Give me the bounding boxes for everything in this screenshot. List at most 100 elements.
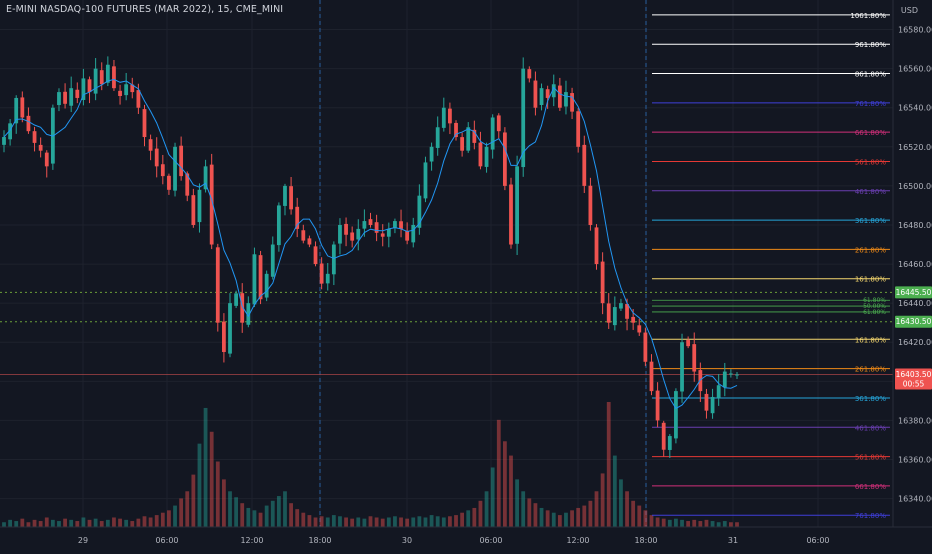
candle-body: [539, 88, 544, 105]
volume-bar: [631, 500, 636, 527]
volume-bar: [393, 516, 397, 527]
candle-body: [417, 195, 422, 228]
candle-body: [118, 90, 122, 96]
volume-bar: [142, 516, 147, 527]
grid-lines: [0, 0, 893, 527]
candle-body: [454, 122, 458, 138]
volume-bar: [625, 491, 629, 527]
candle-body: [429, 146, 434, 162]
time-tick-label: 06:00: [806, 536, 829, 545]
candle-body: [521, 68, 526, 168]
volume-bar: [154, 515, 159, 527]
candle-body: [655, 390, 660, 421]
time-tick-label: 31: [728, 536, 738, 545]
volume-bar: [258, 512, 263, 527]
price-tick-label: 16500.00: [898, 182, 932, 191]
candle-body: [533, 80, 538, 108]
volume-bar: [417, 516, 422, 527]
candle-body: [338, 224, 342, 244]
candle-body: [112, 66, 116, 89]
fib-level-label: 461.80%: [855, 424, 886, 432]
candle-body: [368, 219, 373, 225]
candle-body: [496, 115, 501, 132]
volume-bar: [448, 516, 452, 527]
candle-body: [75, 89, 80, 98]
volume-bar: [551, 512, 556, 527]
fib-level-label: 161.80%: [855, 276, 886, 284]
candle-body: [325, 273, 330, 284]
candle-body: [283, 185, 287, 206]
volume-bar: [234, 497, 239, 527]
volume-bar: [338, 516, 342, 527]
price-tag-label: 16445.50: [896, 288, 932, 297]
volume-bar: [661, 518, 666, 527]
fib-level-label: 1061.80%: [850, 12, 886, 20]
price-tag-label: 16430.50: [896, 317, 932, 326]
candle-body: [179, 145, 184, 177]
candle-body: [63, 91, 67, 104]
volume-bar: [14, 521, 19, 527]
time-tick-label: 06:00: [479, 536, 502, 545]
candle-body: [704, 393, 709, 411]
volume-bar: [203, 407, 208, 527]
volume-bar: [313, 517, 318, 527]
candle-body: [99, 70, 104, 85]
time-axis[interactable]: 29 06:00 12:00 18:00 30 06:00 12:00 18:00 31 06:0…: [0, 526, 932, 550]
candle-body: [710, 396, 715, 414]
candle-body: [661, 422, 666, 450]
volume-bar: [435, 516, 440, 527]
volume-bar: [411, 517, 416, 527]
price-tag-box: [895, 315, 932, 328]
volume-bar: [112, 517, 116, 527]
volume-bar: [582, 505, 587, 527]
price-axis[interactable]: USD 16580.00 16560.00 16540.00 16520.00 16500…: [892, 0, 932, 550]
moving-average-path: [3, 78, 738, 410]
volume-bar: [472, 507, 477, 527]
price-tick-label: 16340.00: [898, 495, 932, 504]
volume-bar: [93, 518, 98, 527]
volume-bar: [686, 521, 691, 527]
candle-body: [362, 221, 367, 229]
candle-body: [588, 185, 593, 225]
volume-bar: [496, 419, 501, 527]
volume-bar: [301, 512, 306, 527]
volume-bar: [63, 518, 67, 527]
volume-bar: [454, 515, 458, 527]
candle-body: [374, 222, 379, 233]
candle-body: [331, 244, 336, 275]
volume-bars: [2, 402, 739, 527]
volume-bar: [307, 515, 312, 527]
candle-body: [625, 304, 629, 319]
price-tick-label: 16560.00: [898, 65, 932, 74]
moving-average-line: [3, 78, 738, 410]
candle-body: [448, 108, 452, 124]
fib-level-label: 761.80%: [855, 512, 886, 520]
time-tick-label: 12:00: [566, 536, 589, 545]
price-tick-label: 16440.00: [898, 299, 932, 308]
candle-body: [350, 232, 355, 241]
candle-body: [564, 92, 568, 107]
volume-bar: [441, 517, 446, 527]
volume-bar: [350, 518, 355, 527]
fib-level-label: 361.80%: [855, 395, 886, 403]
candle-body: [667, 436, 672, 450]
volume-bar: [173, 505, 177, 527]
candle-body: [203, 166, 208, 190]
candle-body: [423, 162, 428, 199]
volume-bar: [32, 519, 37, 527]
candle-body: [173, 146, 177, 191]
volume-bar: [118, 518, 122, 527]
volume-bar: [160, 512, 165, 527]
price-axis-background: [893, 0, 932, 550]
candle-body: [264, 273, 269, 298]
candle-body: [136, 90, 141, 108]
fibonacci-extension[interactable]: 1061.80% 961.80% 861.80% 761.80% 661.80% 561.…: [652, 12, 890, 520]
candle-body: [148, 139, 153, 151]
volume-bar: [728, 522, 733, 527]
candle-body: [441, 107, 446, 128]
candle-body: [215, 247, 220, 323]
countdown-label: 00:55: [903, 379, 925, 388]
volume-bar: [289, 503, 293, 527]
